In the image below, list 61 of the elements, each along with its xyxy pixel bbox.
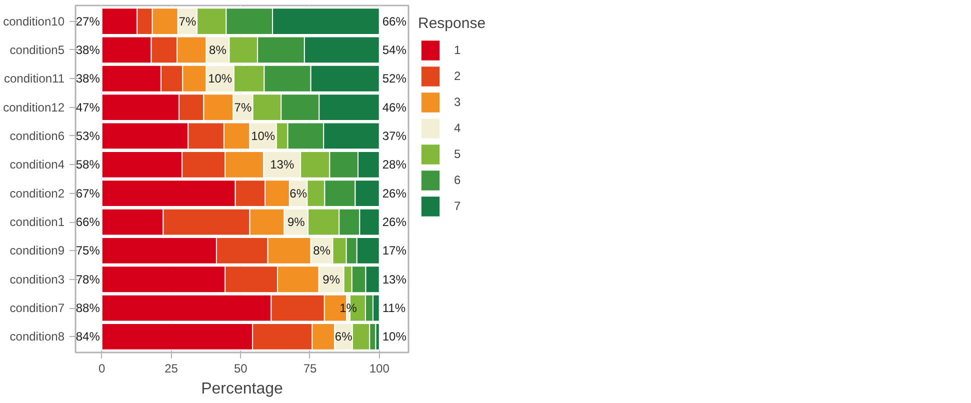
data-label: 7% (178, 14, 196, 28)
data-label: 10% (208, 72, 232, 86)
y-tick-label: condition7 (10, 301, 65, 316)
legend-label: 7 (454, 199, 462, 213)
annotation: 54% (382, 42, 407, 57)
data-label: 9% (322, 272, 340, 286)
annotation: 11% (382, 301, 406, 316)
data-label: 6% (334, 330, 353, 344)
data-label: 8% (313, 244, 331, 258)
x-tick-label: 50 (234, 362, 248, 376)
y-tick-label: condition6 (10, 128, 65, 143)
annotation: 37% (382, 128, 407, 143)
annotation: 88% (76, 301, 100, 316)
x-axis-title: Percentage (201, 380, 284, 398)
data-label: 8% (209, 42, 227, 57)
annotation: 38% (76, 72, 100, 86)
annotation: 28% (382, 158, 407, 172)
y-tick-label: condition10 (3, 14, 65, 28)
y-tick-label: condition3 (10, 272, 65, 286)
annotation: 26% (382, 215, 407, 230)
annotation: 58% (76, 158, 100, 172)
data-label: 9% (287, 215, 306, 230)
annotation: 10% (382, 330, 407, 344)
data-label: 10% (251, 128, 276, 143)
annotation: 27% (76, 14, 100, 28)
x-tick-label: 75 (303, 362, 317, 376)
y-tick-label: condition4 (10, 158, 65, 172)
data-label: 7% (234, 100, 252, 114)
legend-label: 4 (454, 121, 462, 135)
y-tick-label: condition8 (10, 330, 65, 344)
annotation: 75% (76, 244, 100, 258)
annotation: 17% (382, 244, 407, 258)
annotation: 38% (76, 42, 100, 57)
annotation: 66% (76, 215, 100, 230)
annotation: 67% (76, 186, 100, 200)
annotation: 84% (76, 330, 100, 344)
annotation: 47% (76, 100, 100, 114)
y-tick-label: condition2 (10, 186, 65, 200)
y-tick-label: condition1 (10, 215, 65, 230)
legend-title: Response (418, 15, 486, 32)
y-tick-label: condition5 (10, 42, 65, 57)
legend-label: 3 (454, 95, 462, 109)
annotation: 26% (382, 186, 407, 200)
y-tick-label: condition11 (4, 72, 65, 86)
legend-label: 2 (454, 69, 462, 83)
annotation: 13% (382, 272, 407, 286)
legend-label: 5 (454, 147, 462, 161)
annotation: 46% (382, 100, 407, 114)
annotation: 66% (382, 14, 407, 28)
annotation: 52% (382, 72, 407, 86)
legend-label: 1 (454, 43, 462, 57)
data-label: 6% (290, 186, 308, 200)
x-tick-label: 100 (369, 362, 390, 376)
data-label: 13% (270, 158, 294, 172)
y-tick-label: condition12 (3, 100, 65, 114)
x-tick-label: 25 (164, 362, 178, 376)
annotation: 53% (76, 128, 100, 143)
x-tick-label: 0 (98, 362, 106, 376)
annotation: 78% (76, 272, 100, 286)
y-tick-label: condition9 (10, 244, 65, 258)
legend-label: 6 (454, 173, 462, 187)
